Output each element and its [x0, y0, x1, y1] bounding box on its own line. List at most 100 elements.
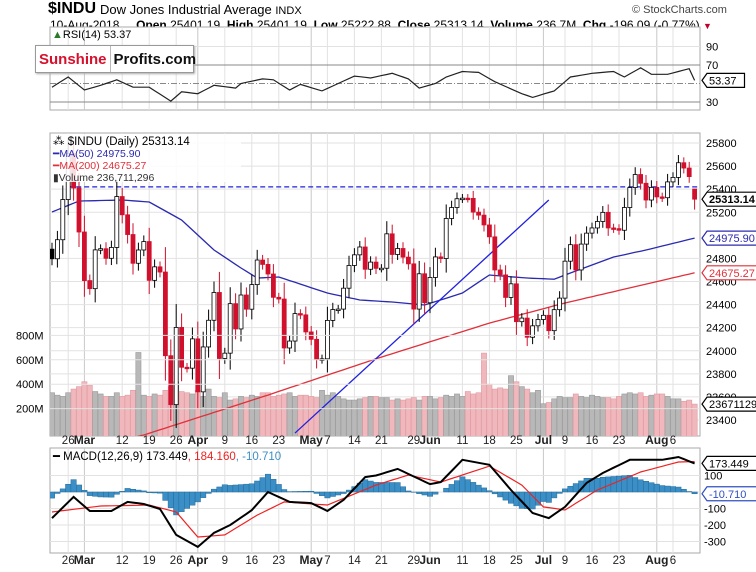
- macd-histogram-bar: [497, 491, 504, 498]
- legend-title: $INDU (Daily) 25313.14: [68, 136, 191, 148]
- volume-bar: [416, 399, 423, 436]
- ma200-value-tag: 24675.27: [701, 265, 756, 281]
- ma50-value-tag: 24975.90: [701, 230, 756, 246]
- candlestick: [681, 157, 687, 174]
- macd-histogram-bar: [281, 489, 288, 493]
- volume-bar: [686, 399, 693, 436]
- candlestick: [584, 226, 589, 251]
- candlestick: [157, 261, 163, 278]
- legend-ma200-row: ━MA(200) 24675.27: [52, 160, 146, 172]
- macd-histogram-bar: [308, 490, 315, 493]
- candle-body: [438, 256, 444, 259]
- volume-bar: [86, 385, 93, 436]
- candlestick: [395, 242, 401, 261]
- top-date-label: 11: [456, 435, 468, 447]
- candlestick: [519, 313, 525, 327]
- macd-histogram-bar: [443, 487, 450, 493]
- volume-bar: [664, 396, 671, 436]
- candle-body: [152, 266, 158, 281]
- candle-body: [578, 243, 584, 271]
- volume-bar: [562, 397, 568, 436]
- candlestick: [141, 235, 147, 257]
- volume-bar: [103, 396, 109, 436]
- candlestick: [179, 313, 185, 382]
- macd-histogram-bar: [232, 484, 239, 493]
- top-date-label: Jul: [535, 433, 552, 447]
- candlestick: [476, 207, 482, 220]
- volume-tick-label: 800M: [16, 330, 44, 342]
- candlestick: [422, 262, 428, 315]
- candlestick: [206, 309, 212, 358]
- candlestick: [676, 155, 681, 186]
- candle-body: [643, 182, 649, 201]
- copyright-text: © StockCharts.com: [632, 4, 727, 16]
- macd-histogram-bar: [248, 483, 255, 493]
- candle-body: [605, 211, 611, 229]
- candle-body: [395, 248, 401, 255]
- volume-bar: [470, 393, 477, 436]
- candlestick: [535, 313, 541, 332]
- candlestick: [216, 271, 222, 380]
- candle-body: [130, 234, 136, 264]
- macd-histogram-bar: [659, 485, 666, 493]
- candlestick: [98, 244, 103, 255]
- macd-histogram-bar: [275, 484, 282, 493]
- candle-body: [654, 187, 660, 198]
- volume-bar: [653, 393, 660, 436]
- candlestick: [362, 237, 368, 279]
- volume-bar: [146, 396, 153, 436]
- candlestick: [357, 240, 363, 261]
- volume-bar: [373, 396, 379, 436]
- candle-body: [125, 214, 130, 235]
- macd-histogram-bar: [373, 482, 379, 493]
- candlestick: [292, 302, 298, 352]
- candle-body: [454, 198, 460, 208]
- bottom-date-label: 29: [407, 555, 420, 567]
- macd-signal-line: [51, 461, 695, 538]
- volume-bar: [405, 398, 412, 436]
- bottom-date-label: 26: [62, 555, 75, 567]
- candle-body: [519, 317, 525, 323]
- candlestick: [233, 293, 239, 340]
- volume-tick-label: 400M: [16, 379, 44, 391]
- candle-body: [184, 366, 190, 370]
- macd-histogram-bar: [81, 490, 88, 493]
- macd-histogram-bar: [475, 484, 482, 493]
- candle-body: [400, 248, 406, 258]
- macd-histogram-bar: [254, 480, 261, 493]
- macd-histogram-bar: [297, 491, 304, 493]
- candlestick: [524, 309, 530, 347]
- volume-bar: [59, 396, 66, 436]
- sunshine-profits-logo: Sunshine Profits.com: [35, 45, 196, 73]
- volume-bar: [65, 392, 72, 436]
- down-triangle-icon: ▼: [702, 21, 712, 31]
- candlestick: [643, 175, 649, 209]
- candlestick: [238, 282, 244, 342]
- volume-bar: [659, 393, 666, 436]
- candlestick: [632, 167, 638, 195]
- volume-bar: [513, 381, 520, 436]
- candlestick: [465, 194, 471, 203]
- candle-body: [541, 314, 546, 320]
- volume-bar: [130, 389, 136, 436]
- candlestick: [454, 192, 460, 214]
- macd-histogram-bar: [459, 476, 466, 493]
- volume-bar: [362, 397, 369, 436]
- candlestick: [184, 362, 190, 373]
- volume-bar: [675, 398, 682, 436]
- candlestick: [411, 248, 417, 325]
- volume-bar: [351, 399, 358, 436]
- macd-histogram-bar: [59, 488, 66, 493]
- candle-body: [530, 325, 535, 338]
- volume-bar: [70, 388, 77, 436]
- candlestick: [557, 291, 562, 317]
- volume-bar: [599, 397, 606, 436]
- candle-body: [573, 244, 579, 271]
- candlestick: [103, 242, 109, 265]
- volume-bar: [443, 394, 450, 436]
- candle-body: [92, 249, 98, 290]
- candlestick: [249, 274, 255, 320]
- macd-histogram-bar: [680, 489, 687, 493]
- candle-body: [368, 261, 374, 270]
- volume-bar: [491, 388, 498, 436]
